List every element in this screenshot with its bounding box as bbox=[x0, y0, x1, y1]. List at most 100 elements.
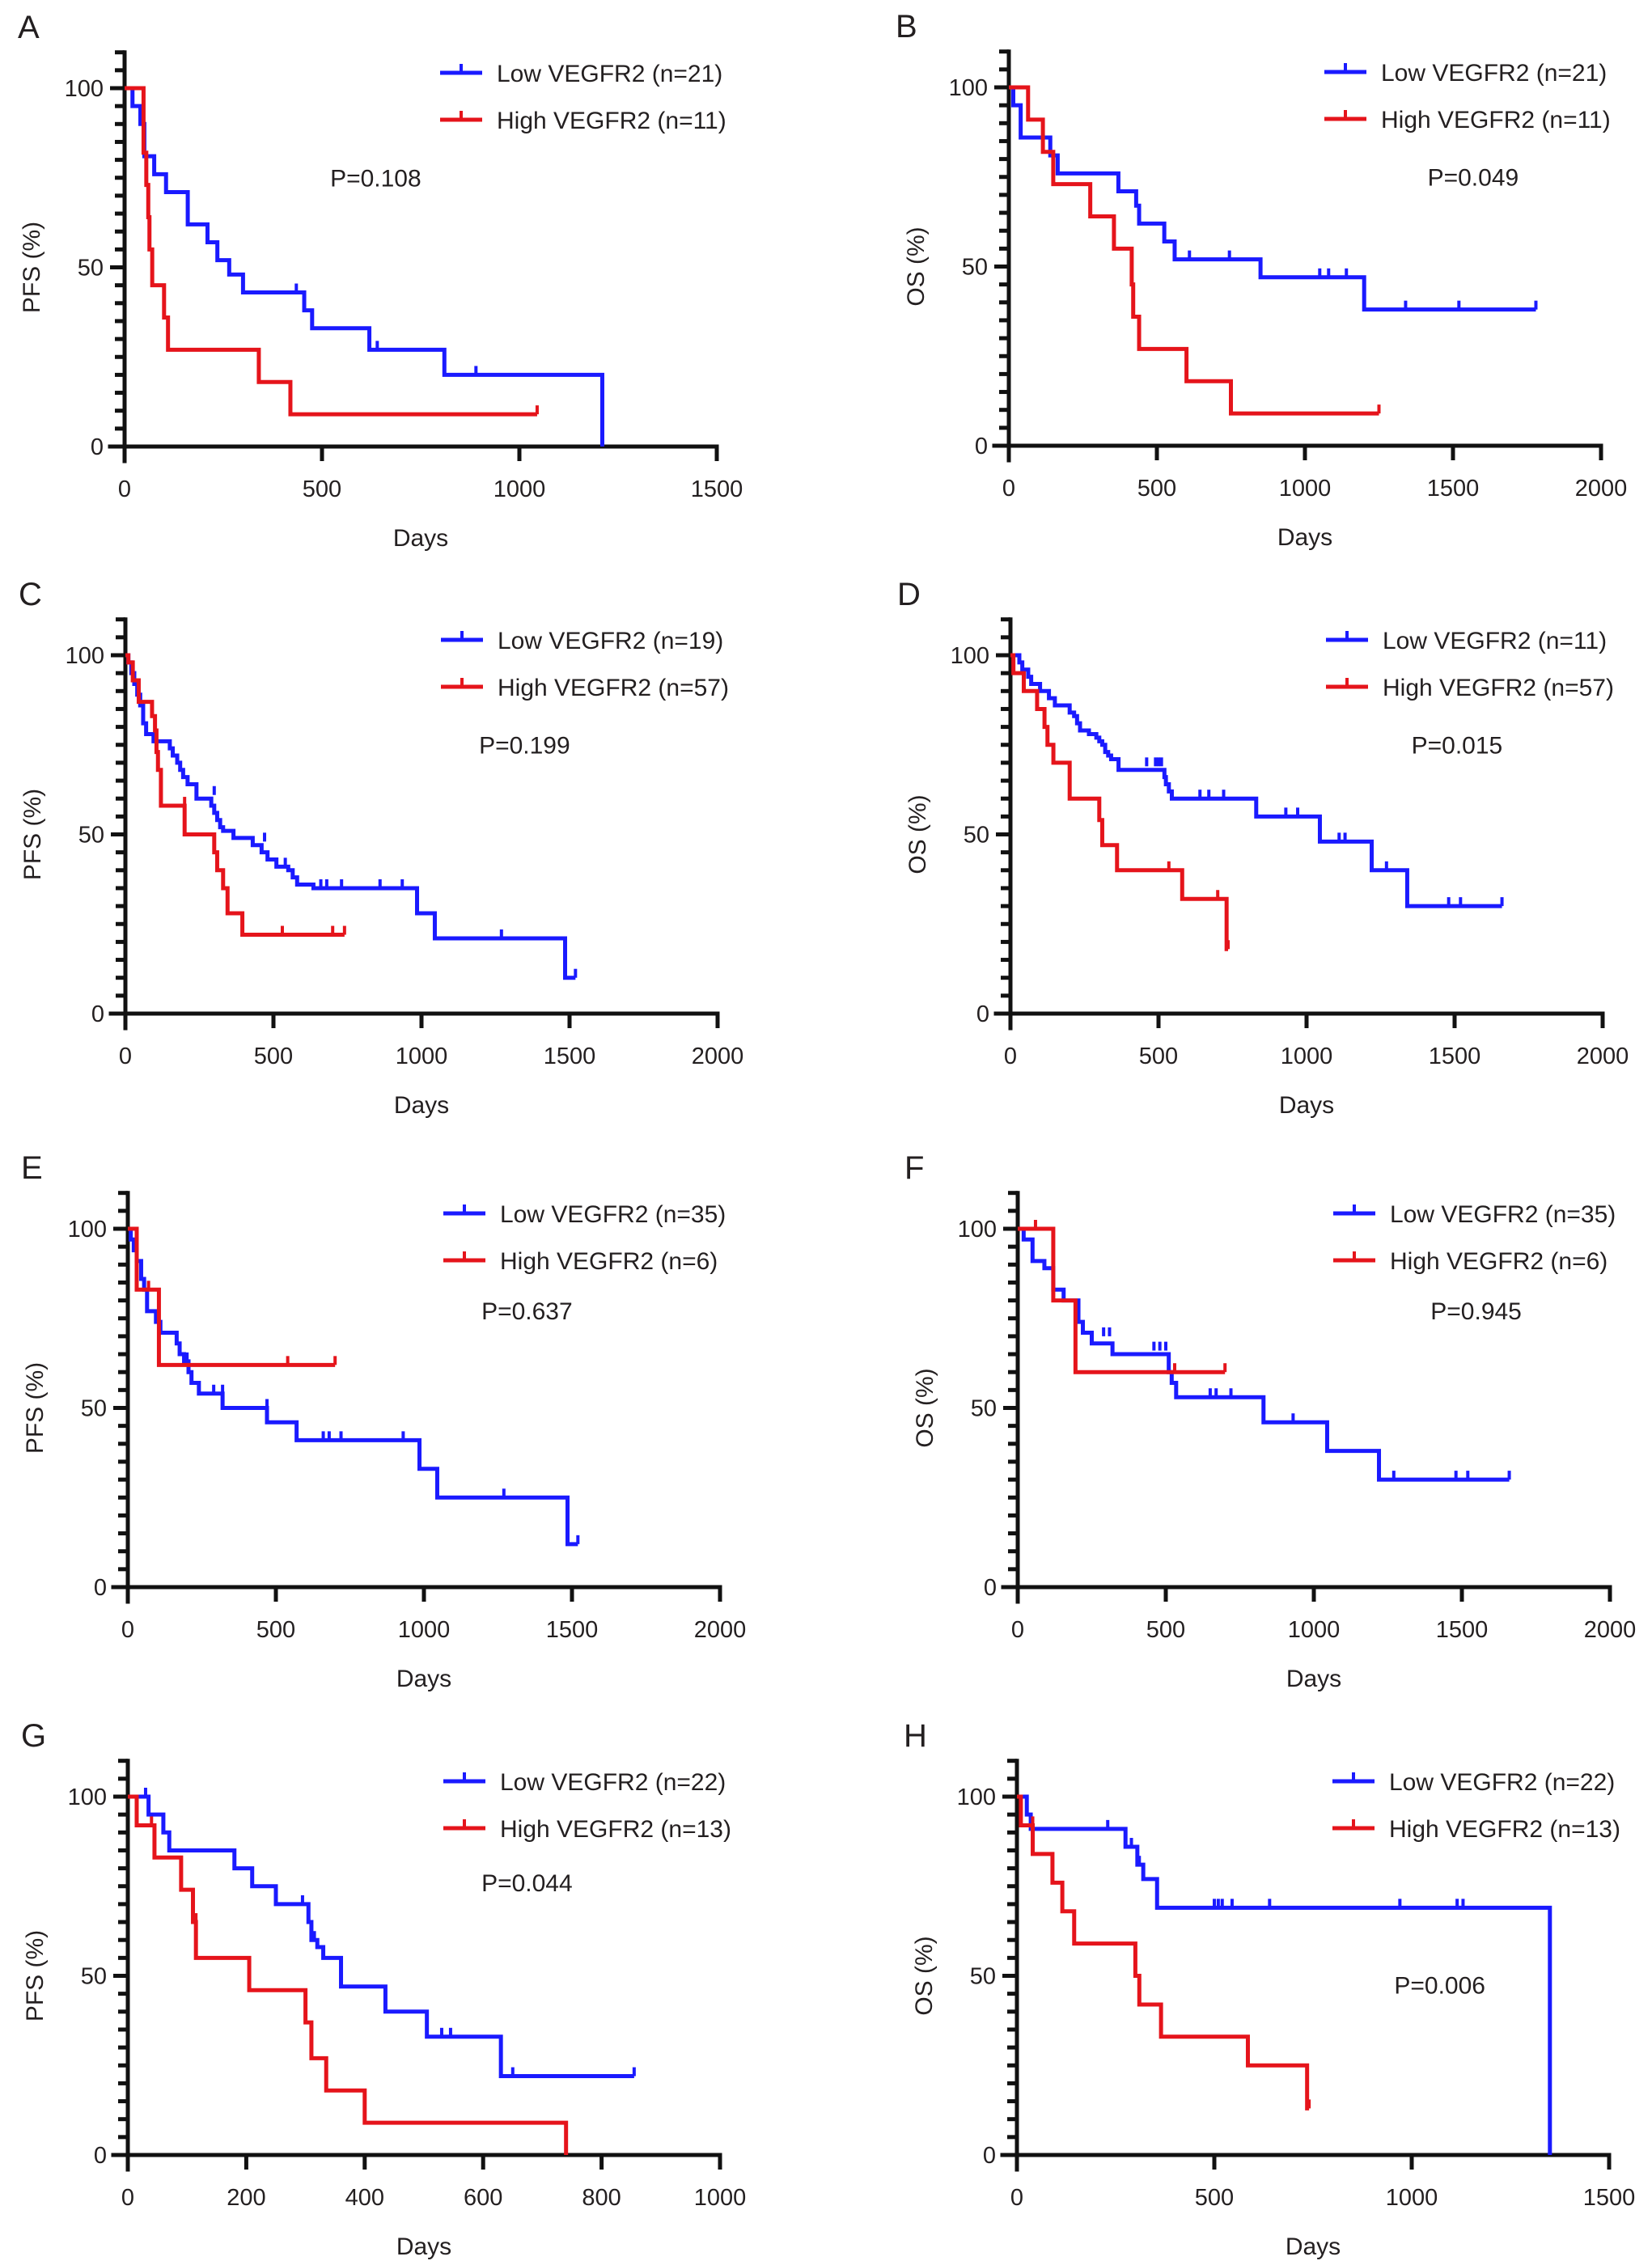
y-axis-title: PFS (%) bbox=[22, 1362, 49, 1454]
km-curve-low bbox=[125, 86, 604, 447]
y-tick-label: 50 bbox=[81, 1396, 107, 1422]
legend-label-high: High VEGFR2 (n=57) bbox=[498, 675, 729, 701]
y-tick-label: 50 bbox=[971, 1396, 997, 1422]
km-curve-low bbox=[128, 1226, 578, 1547]
x-axis-title: Days bbox=[393, 525, 448, 552]
x-tick-label: 600 bbox=[464, 2185, 502, 2211]
p-value-label: P=0.006 bbox=[1394, 1972, 1485, 1999]
x-tick-label: 500 bbox=[1139, 1044, 1178, 1069]
legend-label-high: High VEGFR2 (n=13) bbox=[1389, 1816, 1620, 1843]
x-tick-label: 2000 bbox=[1575, 476, 1628, 502]
legend-label-low: Low VEGFR2 (n=35) bbox=[500, 1201, 726, 1228]
y-tick-label: 0 bbox=[983, 2143, 996, 2169]
p-value-label: P=0.108 bbox=[330, 166, 421, 193]
y-tick-label: 100 bbox=[958, 1217, 997, 1243]
y-axis-title: OS (%) bbox=[903, 226, 930, 306]
p-value-label: P=0.199 bbox=[479, 733, 570, 760]
y-tick-label: 50 bbox=[964, 823, 989, 849]
x-tick-label: 2000 bbox=[692, 1044, 744, 1069]
y-tick-label: 100 bbox=[68, 1217, 107, 1243]
legend-label-low: Low VEGFR2 (n=35) bbox=[1390, 1201, 1616, 1228]
km-curve-low bbox=[1009, 85, 1536, 312]
x-tick-label: 0 bbox=[121, 1617, 134, 1643]
km-curve-high bbox=[128, 1226, 336, 1367]
x-tick-label: 0 bbox=[1010, 2185, 1023, 2211]
panel-letter: B bbox=[896, 9, 917, 44]
legend-label-low: Low VEGFR2 (n=21) bbox=[497, 61, 722, 87]
legend-label-low: Low VEGFR2 (n=21) bbox=[1381, 60, 1607, 87]
x-tick-label: 0 bbox=[119, 1044, 132, 1069]
km-curve-high bbox=[1018, 1226, 1226, 1374]
x-tick-label: 1000 bbox=[694, 2185, 747, 2211]
x-tick-label: 1000 bbox=[1279, 476, 1332, 502]
panel-letter: C bbox=[19, 577, 42, 612]
x-axis-title: Days bbox=[396, 2233, 451, 2260]
legend-label-low: Low VEGFR2 (n=19) bbox=[498, 628, 723, 654]
x-tick-label: 0 bbox=[1004, 1044, 1017, 1069]
p-value-label: P=0.945 bbox=[1430, 1298, 1522, 1325]
y-tick-label: 0 bbox=[94, 2143, 107, 2169]
km-curve-low bbox=[1017, 1794, 1552, 2155]
x-tick-label: 1500 bbox=[1436, 1617, 1489, 1643]
y-tick-label: 50 bbox=[78, 256, 104, 282]
panel-letter: A bbox=[18, 10, 40, 45]
panel-letter: H bbox=[904, 1718, 927, 1754]
x-axis-title: Days bbox=[396, 1666, 451, 1692]
legend-label-low: Low VEGFR2 (n=11) bbox=[1383, 628, 1607, 654]
km-curve-high bbox=[125, 86, 537, 417]
x-tick-label: 2000 bbox=[1577, 1044, 1629, 1069]
y-axis-title: OS (%) bbox=[904, 794, 931, 874]
y-tick-label: 100 bbox=[949, 75, 988, 101]
y-tick-label: 100 bbox=[957, 1784, 996, 1810]
panel-letter: F bbox=[904, 1150, 924, 1186]
x-tick-label: 1500 bbox=[691, 476, 743, 502]
y-axis-title: PFS (%) bbox=[19, 222, 45, 313]
x-tick-label: 500 bbox=[303, 476, 341, 502]
km-curve-high bbox=[1010, 653, 1229, 951]
p-value-label: P=0.044 bbox=[481, 1870, 573, 1897]
km-curve-low bbox=[128, 1794, 634, 2079]
y-tick-label: 50 bbox=[81, 1964, 107, 1990]
y-tick-label: 100 bbox=[68, 1784, 107, 1810]
x-tick-label: 1500 bbox=[1427, 476, 1480, 502]
x-tick-label: 500 bbox=[256, 1617, 295, 1643]
y-tick-label: 50 bbox=[962, 255, 988, 281]
km-curve-high bbox=[1017, 1794, 1310, 2110]
x-tick-label: 500 bbox=[1137, 476, 1176, 502]
p-value-label: P=0.637 bbox=[481, 1298, 573, 1325]
y-tick-label: 0 bbox=[976, 1001, 989, 1027]
y-tick-label: 50 bbox=[970, 1964, 996, 1990]
x-axis-title: Days bbox=[1286, 2233, 1341, 2260]
km-curve-low bbox=[1010, 653, 1502, 908]
y-tick-label: 100 bbox=[65, 76, 104, 102]
panel-letter: D bbox=[897, 577, 921, 612]
y-axis-title: PFS (%) bbox=[19, 789, 46, 880]
panel-letter: G bbox=[21, 1718, 46, 1754]
legend-label-low: Low VEGFR2 (n=22) bbox=[500, 1769, 726, 1796]
x-axis-title: Days bbox=[394, 1092, 449, 1119]
km-curve-high bbox=[128, 1794, 569, 2155]
km-curve-high bbox=[125, 653, 345, 938]
legend-label-low: Low VEGFR2 (n=22) bbox=[1389, 1769, 1615, 1796]
x-tick-label: 1000 bbox=[1288, 1617, 1341, 1643]
p-value-label: P=0.015 bbox=[1412, 733, 1503, 760]
x-tick-label: 0 bbox=[1002, 476, 1015, 502]
y-tick-label: 0 bbox=[91, 434, 104, 460]
y-tick-label: 100 bbox=[951, 643, 989, 669]
panel-letter: E bbox=[21, 1150, 43, 1186]
km-curve-low bbox=[1018, 1226, 1510, 1482]
x-axis-title: Days bbox=[1277, 524, 1332, 551]
legend-label-high: High VEGFR2 (n=6) bbox=[1390, 1248, 1608, 1275]
legend-label-high: High VEGFR2 (n=11) bbox=[1381, 107, 1611, 133]
km-curve-low bbox=[125, 653, 576, 980]
x-tick-label: 1000 bbox=[396, 1044, 448, 1069]
km-curve-high bbox=[1009, 85, 1379, 416]
x-tick-label: 800 bbox=[582, 2185, 621, 2211]
y-tick-label: 0 bbox=[975, 434, 988, 459]
